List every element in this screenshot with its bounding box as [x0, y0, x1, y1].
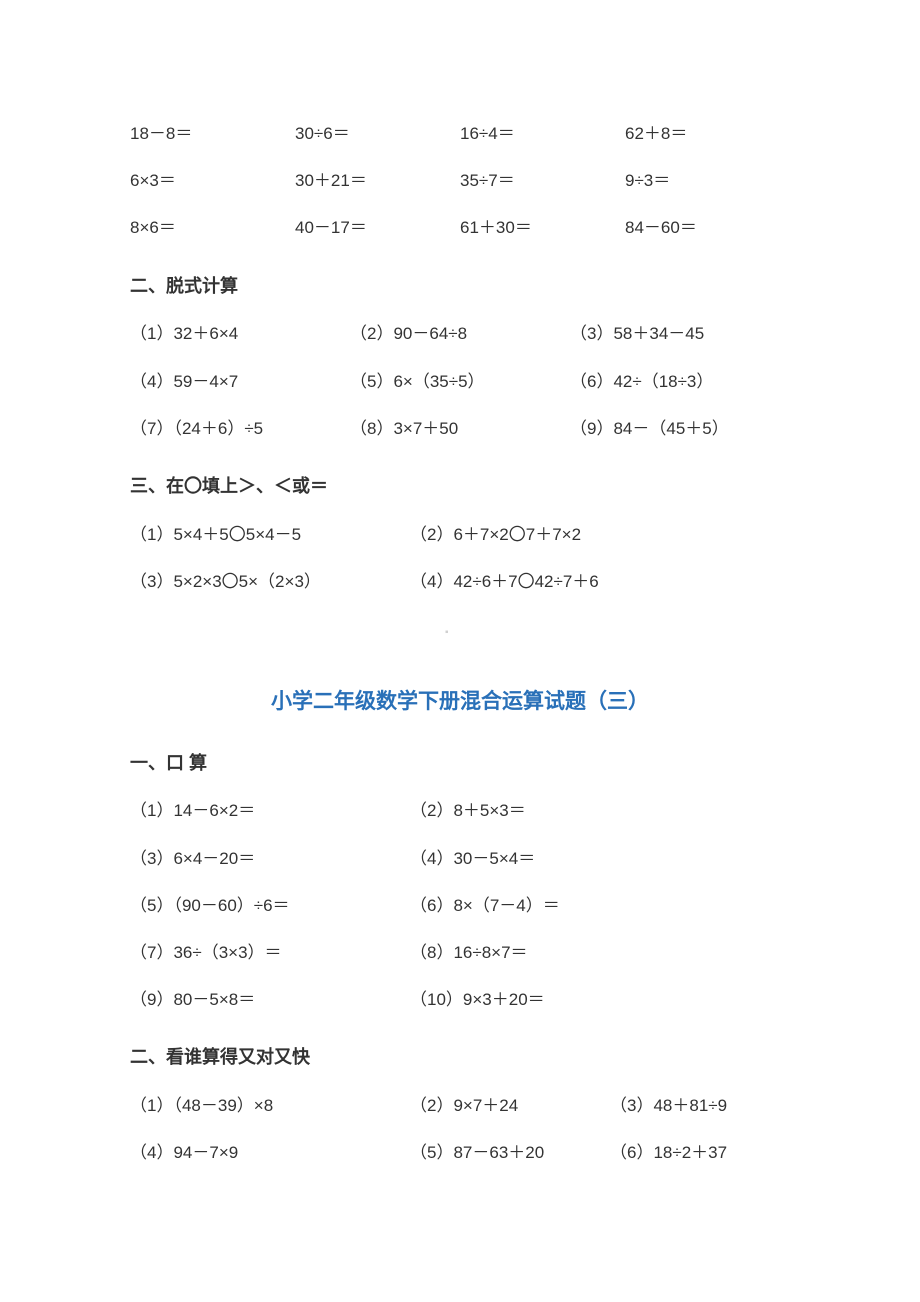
math-expression: 6×3＝: [130, 167, 295, 194]
math-expression: 9÷3＝: [625, 167, 790, 194]
math-expression: 62＋8＝: [625, 120, 790, 147]
math-expression: （8）3×7＋50: [350, 415, 570, 442]
math-expression: （8）16÷8×7＝: [410, 939, 790, 966]
mental-row-3: 8×6＝ 40－17＝ 61＋30＝ 84－60＝: [130, 214, 790, 241]
math-expression: （2）8＋5×3＝: [410, 797, 790, 824]
mental-row-2: 6×3＝ 30＋21＝ 35÷7＝ 9÷3＝: [130, 167, 790, 194]
section-3-heading: 三、在〇填上＞、＜或＝: [130, 472, 790, 501]
math-expression: （1）32＋6×4: [130, 320, 350, 347]
math-expression: （3）48＋81÷9: [610, 1092, 790, 1119]
math-expression: （7）36÷（3×3）＝: [130, 939, 410, 966]
section-a-heading: 一、口 算: [130, 749, 790, 778]
math-expression: 18－8＝: [130, 120, 295, 147]
sec3-row-2: （3）5×2×3〇5×（2×3） （4）42÷6＋7〇42÷7＋6: [130, 568, 790, 595]
math-expression: （4）94－7×9: [130, 1139, 410, 1166]
math-expression: 35÷7＝: [460, 167, 625, 194]
worksheet-page: 18－8＝ 30÷6＝ 16÷4＝ 62＋8＝ 6×3＝ 30＋21＝ 35÷7…: [0, 0, 920, 1247]
math-expression: （2）9×7＋24: [410, 1092, 610, 1119]
math-expression: 84－60＝: [625, 214, 790, 241]
math-expression: 16÷4＝: [460, 120, 625, 147]
math-expression: 30÷6＝: [295, 120, 460, 147]
worksheet-title-3: 小学二年级数学下册混合运算试题（三）: [130, 685, 790, 719]
watermark-dot: ▪: [445, 625, 455, 635]
math-expression: （5）87－63＋20: [410, 1139, 610, 1166]
sec-b-row-1: （1）（48－39）×8 （2）9×7＋24 （3）48＋81÷9: [130, 1092, 790, 1119]
sec-a-row-3: （5）（90－60）÷6＝ （6）8×（7－4）＝: [130, 892, 790, 919]
sec-a-row-1: （1）14－6×2＝ （2）8＋5×3＝: [130, 797, 790, 824]
section-b-heading: 二、看谁算得又对又快: [130, 1043, 790, 1072]
sec-b-row-2: （4）94－7×9 （5）87－63＋20 （6）18÷2＋37: [130, 1139, 790, 1166]
math-expression: （7）（24＋6）÷5: [130, 415, 350, 442]
math-expression: 61＋30＝: [460, 214, 625, 241]
math-expression: （5）6×（35÷5）: [350, 368, 570, 395]
section-2-heading: 二、脱式计算: [130, 272, 790, 301]
math-expression: （1）14－6×2＝: [130, 797, 410, 824]
sec2-row-1: （1）32＋6×4 （2）90－64÷8 （3）58＋34－45: [130, 320, 790, 347]
sec-a-row-4: （7）36÷（3×3）＝ （8）16÷8×7＝: [130, 939, 790, 966]
sec2-row-2: （4）59－4×7 （5）6×（35÷5） （6）42÷（18÷3）: [130, 368, 790, 395]
math-expression: （9）84－（45＋5）: [570, 415, 790, 442]
math-compare: （4）42÷6＋7〇42÷7＋6: [410, 568, 790, 595]
math-expression: （6）18÷2＋37: [610, 1139, 790, 1166]
math-expression: （5）（90－60）÷6＝: [130, 892, 410, 919]
sec3-row-1: （1）5×4＋5〇5×4－5 （2）6＋7×2〇7＋7×2: [130, 521, 790, 548]
math-expression: 40－17＝: [295, 214, 460, 241]
mental-row-1: 18－8＝ 30÷6＝ 16÷4＝ 62＋8＝: [130, 120, 790, 147]
sec2-row-3: （7）（24＋6）÷5 （8）3×7＋50 （9）84－（45＋5）: [130, 415, 790, 442]
math-expression: （4）30－5×4＝: [410, 845, 790, 872]
math-expression: （1）（48－39）×8: [130, 1092, 410, 1119]
math-expression: 30＋21＝: [295, 167, 460, 194]
math-expression: （10）9×3＋20＝: [410, 986, 790, 1013]
sec-a-row-5: （9）80－5×8＝ （10）9×3＋20＝: [130, 986, 790, 1013]
math-compare: （2）6＋7×2〇7＋7×2: [410, 521, 790, 548]
math-expression: （3）6×4－20＝: [130, 845, 410, 872]
math-compare: （3）5×2×3〇5×（2×3）: [130, 568, 410, 595]
math-compare: （1）5×4＋5〇5×4－5: [130, 521, 410, 548]
math-expression: （9）80－5×8＝: [130, 986, 410, 1013]
math-expression: 8×6＝: [130, 214, 295, 241]
math-expression: （3）58＋34－45: [570, 320, 790, 347]
sec-a-row-2: （3）6×4－20＝ （4）30－5×4＝: [130, 845, 790, 872]
math-expression: （4）59－4×7: [130, 368, 350, 395]
math-expression: （2）90－64÷8: [350, 320, 570, 347]
math-expression: （6）8×（7－4）＝: [410, 892, 790, 919]
math-expression: （6）42÷（18÷3）: [570, 368, 790, 395]
